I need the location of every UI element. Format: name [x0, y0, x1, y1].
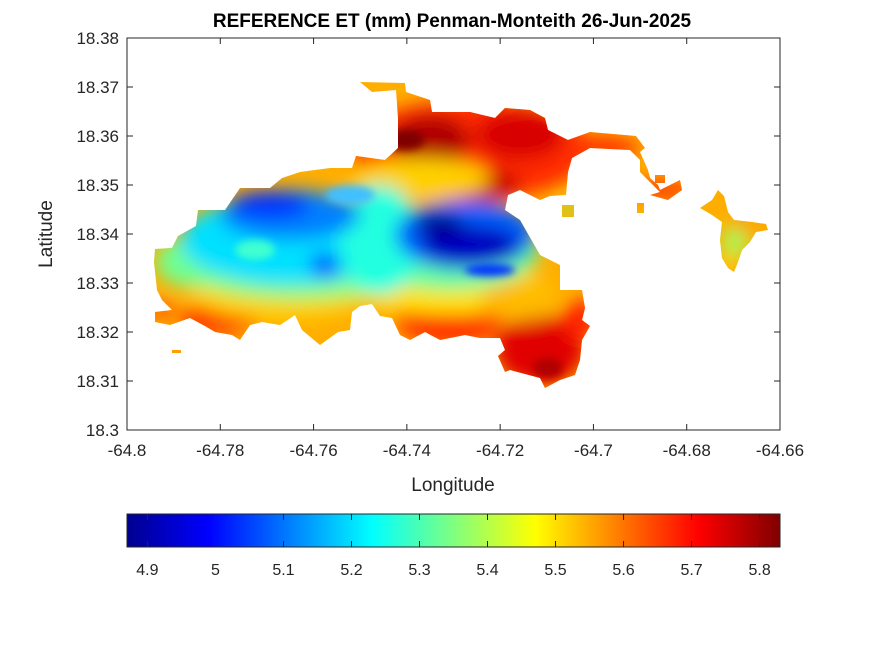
y-tick-label: 18.33: [76, 274, 119, 293]
x-tick-label: -64.72: [476, 441, 524, 460]
y-tick-label: 18.34: [76, 225, 119, 244]
colorbar-tick-label: 5.7: [680, 562, 702, 579]
y-ticks: 18.3 18.31 18.32 18.33 18.34 18.35 18.36 18.37 1…: [76, 29, 780, 440]
x-axis-label: Longitude: [411, 475, 494, 496]
y-tick-label: 18.35: [76, 176, 119, 195]
colorbar: [126, 513, 781, 548]
y-tick-label: 18.38: [76, 29, 119, 48]
colorbar-tick-label: 4.9: [136, 562, 158, 579]
colorbar-tick-label: 5.8: [748, 562, 770, 579]
colorbar-tick-label: 5.4: [476, 562, 498, 579]
x-tick-label: -64.8: [108, 441, 147, 460]
colorbar-ticks: 4.9 5 5.1 5.2 5.3 5.4 5.5 5.6 5.7 5.8: [136, 514, 771, 579]
x-tick-label: -64.68: [663, 441, 711, 460]
colorbar-tick-label: 5.1: [272, 562, 294, 579]
colorbar-tick-label: 5.5: [544, 562, 566, 579]
x-tick-label: -64.66: [756, 441, 804, 460]
x-ticks: -64.8 -64.78 -64.76 -64.74 -64.72 -64.7 -64.68…: [108, 38, 804, 460]
colorbar-tick-label: 5: [211, 562, 220, 579]
chart-title: REFERENCE ET (mm) Penman-Monteith 26-Jun…: [213, 11, 692, 32]
colorbar-tick-label: 5.3: [408, 562, 430, 579]
x-tick-label: -64.76: [289, 441, 337, 460]
y-axis-label: Latitude: [36, 200, 57, 268]
colorbar-tick-label: 5.6: [612, 562, 634, 579]
y-tick-label: 18.36: [76, 127, 119, 146]
x-tick-label: -64.74: [383, 441, 431, 460]
x-tick-label: -64.78: [196, 441, 244, 460]
y-tick-label: 18.31: [76, 372, 119, 391]
x-tick-label: -64.7: [574, 441, 613, 460]
colorbar-tick-label: 5.2: [340, 562, 362, 579]
y-tick-label: 18.32: [76, 323, 119, 342]
y-tick-label: 18.37: [76, 78, 119, 97]
y-tick-label: 18.3: [86, 421, 119, 440]
